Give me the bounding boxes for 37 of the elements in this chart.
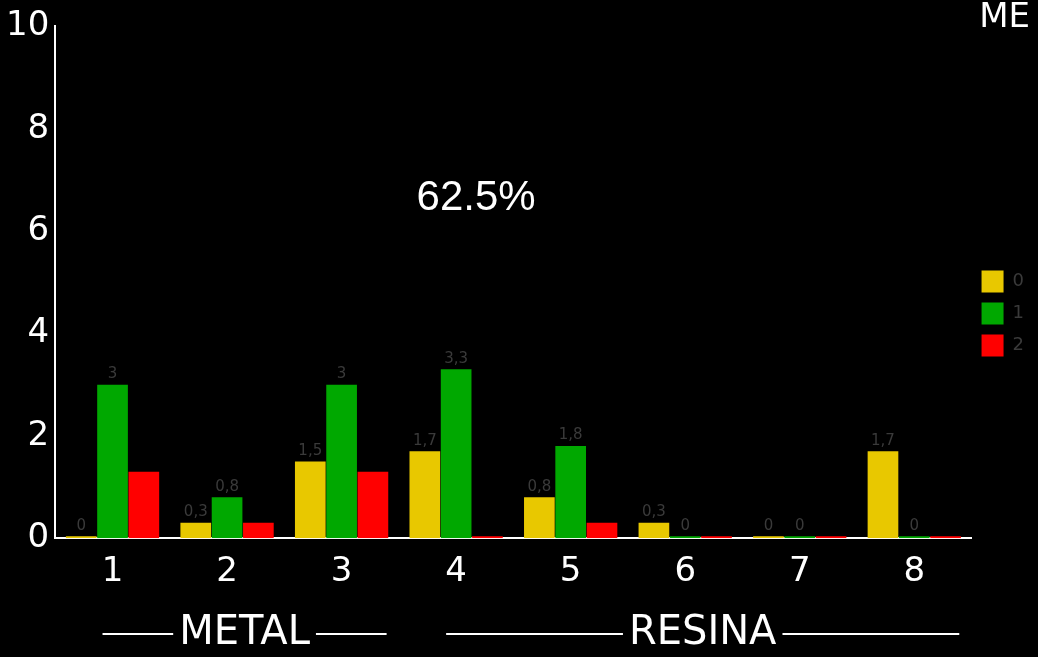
- y-tick-label: 0: [27, 515, 50, 556]
- data-label: 0: [909, 515, 920, 534]
- data-label: 3: [336, 364, 347, 383]
- x-tick-label: 4: [445, 549, 467, 590]
- data-label: 1,7: [871, 430, 895, 449]
- data-label: 3: [107, 364, 118, 383]
- x-tick-label: 2: [216, 549, 238, 590]
- x-tick-label: 1: [101, 549, 124, 590]
- x-tick-label: 8: [903, 549, 926, 590]
- annotation: 62.5%: [416, 171, 536, 219]
- data-label: 0,8: [215, 476, 239, 495]
- legend-label: 1: [1012, 301, 1024, 323]
- data-label: 0,3: [641, 502, 666, 521]
- x-tick-label: 3: [330, 549, 353, 590]
- y-tick-label: 6: [27, 207, 50, 248]
- data-label: 0: [76, 515, 86, 534]
- x-tick-label: 6: [674, 549, 697, 590]
- data-label: 0: [680, 515, 690, 534]
- y-tick-label: 2: [27, 412, 50, 453]
- x-tick-label: 7: [788, 549, 811, 590]
- data-label: 1,7: [412, 430, 437, 449]
- data-label: 1,5: [298, 440, 323, 459]
- data-label: 3,3: [444, 348, 469, 367]
- x-tick-label: 5: [559, 549, 582, 590]
- chart-title: ME: [979, 0, 1030, 35]
- legend-label: 0: [1012, 269, 1024, 291]
- text: RESINA: [628, 607, 778, 654]
- legend-label: 2: [1012, 333, 1024, 355]
- data-label: 0: [763, 515, 774, 534]
- data-label: 0: [794, 515, 805, 534]
- data-label: 1,8: [558, 425, 583, 444]
- y-tick-label: 10: [6, 3, 50, 44]
- data-label: 0,3: [183, 502, 208, 521]
- text: METAL: [179, 607, 311, 654]
- y-tick-label: 4: [27, 310, 50, 351]
- y-tick-label: 8: [27, 105, 50, 146]
- data-label: 0,8: [527, 476, 552, 495]
